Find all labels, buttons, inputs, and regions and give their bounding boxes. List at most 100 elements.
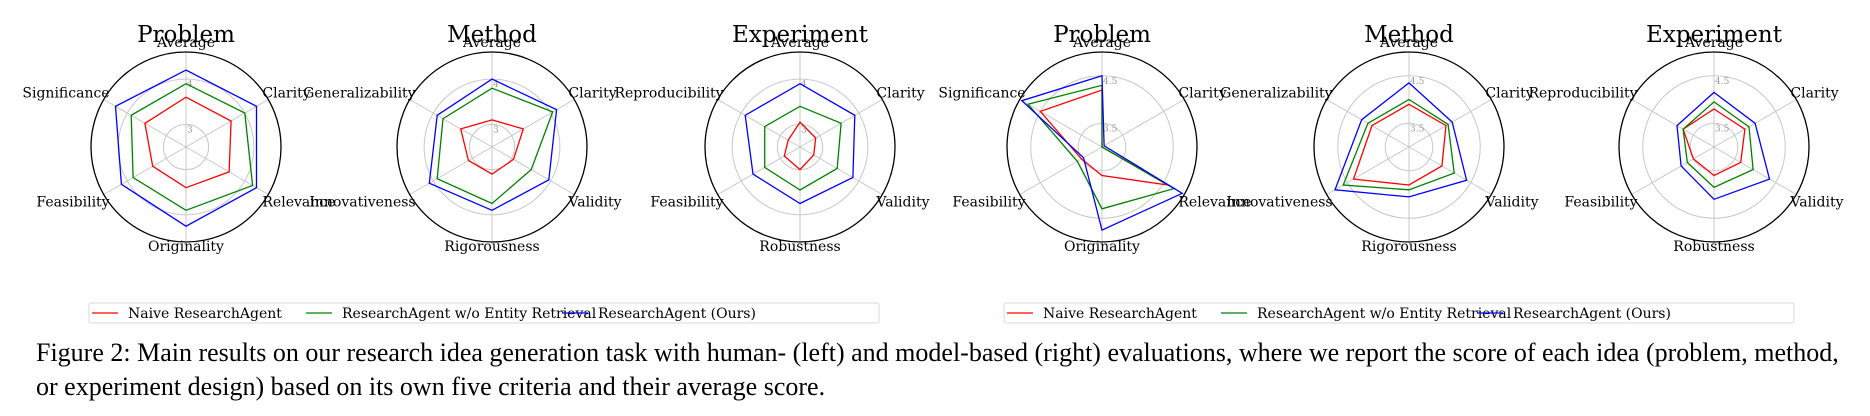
legend-model: Naive ResearchAgent ResearchAgent w/o Ent… — [1003, 302, 1795, 324]
series-researchagent-w-o-entity-retrieval — [1682, 101, 1754, 189]
axis-label-feasibility: Feasibility — [952, 195, 1025, 211]
legend-label-researchagent-ours: ResearchAgent (Ours) — [598, 306, 756, 322]
tick-label: 4.5 — [1410, 77, 1425, 87]
axis-label-validity: Validity — [567, 195, 621, 211]
series-naive-researchagent — [459, 119, 525, 175]
legend-label-researchagent-w-o-entity-retrieval: ResearchAgent w/o Entity Retrieval — [342, 306, 597, 322]
series-researchagent-w-o-entity-retrieval — [436, 87, 554, 205]
axis-label-average: Average — [1684, 35, 1743, 51]
axis-label-significance: Significance — [22, 86, 109, 102]
grid-circle — [1384, 122, 1434, 172]
axis-label-feasibility: Feasibility — [36, 195, 109, 211]
panel-title: Method — [447, 22, 537, 48]
axis-label-feasibility: Feasibility — [1564, 195, 1637, 211]
legend-label-naive-researchagent: Naive ResearchAgent — [1043, 306, 1197, 322]
series-researchagent-ours — [1676, 91, 1771, 201]
axis-label-clarity: Clarity — [262, 86, 310, 102]
radar-frame — [1006, 51, 1198, 243]
spoke-feasibility — [1019, 146, 1103, 195]
panel-title: Experiment — [1646, 22, 1783, 48]
legend-human: Naive ResearchAgent ResearchAgent w/o Ent… — [88, 302, 880, 324]
radar-chart-human-method: Method 3 4 Average Clarity Validity Rigorousne… — [303, 22, 621, 255]
spoke-clarity — [1408, 99, 1492, 148]
axis-label-originality: Originality — [148, 239, 224, 255]
series-researchagent-ours — [114, 69, 258, 227]
axis-label-innovativeness: Innovativeness — [309, 195, 415, 211]
spoke-relevance — [185, 146, 269, 195]
legend-label-naive-researchagent: Naive ResearchAgent — [128, 306, 282, 322]
series-researchagent-ours — [744, 82, 856, 205]
axis-label-innovativeness: Innovativeness — [1226, 195, 1332, 211]
radar-frame — [396, 51, 588, 243]
axis-label-relevance: Relevance — [1178, 195, 1251, 211]
axis-label-reproducibility: Reproducibility — [614, 86, 723, 102]
radar-frame — [90, 51, 282, 243]
series-naive-researchagent — [1352, 103, 1447, 186]
axis-label-robustness: Robustness — [1673, 239, 1754, 255]
axis-label-average: Average — [1379, 35, 1438, 51]
spoke-reproducibility — [717, 99, 801, 148]
tick-label: 3.5 — [1410, 124, 1425, 134]
tick-label: 3 — [493, 125, 499, 135]
axis-label-rigorousness: Rigorousness — [1361, 239, 1456, 255]
radar-chart-model-experiment: Experiment 3.5 4.5 Average Clarity Validity Ro… — [1528, 22, 1843, 255]
grid-circle — [731, 78, 869, 216]
radar-chart-model-problem: Problem 3.5 4.5 Average Clarity Relevance Orig… — [938, 22, 1251, 255]
legend-label-researchagent-w-o-entity-retrieval: ResearchAgent w/o Entity Retrieval — [1257, 306, 1512, 322]
series-researchagent-w-o-entity-retrieval — [130, 82, 254, 212]
axis-label-originality: Originality — [1064, 239, 1140, 255]
grid-circle — [468, 123, 516, 171]
grid-circle — [1689, 122, 1739, 172]
spoke-clarity — [491, 99, 575, 148]
radar-frame — [1618, 51, 1810, 243]
axis-label-average: Average — [156, 35, 215, 51]
axis-label-validity: Validity — [875, 195, 929, 211]
radar-chart-human-problem: Problem34AverageClarityRelevanceOriginal… — [22, 22, 335, 255]
axis-label-average: Average — [462, 35, 521, 51]
panel-title: Problem — [1053, 22, 1151, 48]
axis-label-validity: Validity — [1484, 195, 1538, 211]
spoke-feasibility — [717, 146, 801, 195]
series-researchagent-ours — [428, 78, 558, 212]
spoke-feasibility — [103, 146, 187, 195]
spoke-validity — [1713, 146, 1797, 195]
axis-label-generalizability: Generalizability — [303, 86, 416, 102]
axis-label-reproducibility: Reproducibility — [1528, 86, 1637, 102]
spoke-innovativeness — [409, 146, 493, 195]
radar-chart-human-experiment: Experiment 3 4 Average Clarity Validity Robust… — [614, 22, 929, 255]
axis-label-clarity: Clarity — [568, 86, 616, 102]
spoke-validity — [1408, 146, 1492, 195]
axis-label-clarity: Clarity — [1485, 86, 1533, 102]
legend-frame — [88, 302, 880, 324]
spoke-significance — [1019, 99, 1103, 148]
panel-title: Experiment — [732, 22, 869, 48]
series-researchagent-w-o-entity-retrieval — [1342, 98, 1455, 191]
grid-circle — [162, 123, 210, 171]
axis-label-clarity: Clarity — [1178, 86, 1226, 102]
series-researchagent-w-o-entity-retrieval — [764, 105, 842, 191]
legend-label-researchagent-ours: ResearchAgent (Ours) — [1513, 306, 1671, 322]
series-researchagent-w-o-entity-retrieval — [1026, 84, 1176, 210]
series-naive-researchagent — [144, 96, 232, 189]
spoke-clarity — [1101, 99, 1185, 148]
axis-label-robustness: Robustness — [759, 239, 840, 255]
radar-frame — [704, 51, 896, 243]
spoke-generalizability — [409, 99, 493, 148]
tick-label: 3.5 — [1103, 124, 1118, 134]
spoke-innovativeness — [1326, 146, 1410, 195]
tick-label: 3 — [801, 125, 807, 135]
axis-label-clarity: Clarity — [1790, 86, 1838, 102]
spoke-reproducibility — [1631, 99, 1715, 148]
spoke-clarity — [185, 99, 269, 148]
tick-label: 3 — [187, 125, 193, 135]
spoke-validity — [799, 146, 883, 195]
tick-label: 4 — [801, 80, 807, 90]
axis-label-validity: Validity — [1789, 195, 1843, 211]
series-naive-researchagent — [783, 121, 817, 171]
axis-label-feasibility: Feasibility — [650, 195, 723, 211]
spoke-feasibility — [1631, 146, 1715, 195]
radar-chart-model-method: Method 3.5 4.5 Average Clarity Validity Rigoro… — [1220, 22, 1538, 255]
panel-title: Problem — [137, 22, 235, 48]
grid-circle — [1337, 75, 1481, 219]
